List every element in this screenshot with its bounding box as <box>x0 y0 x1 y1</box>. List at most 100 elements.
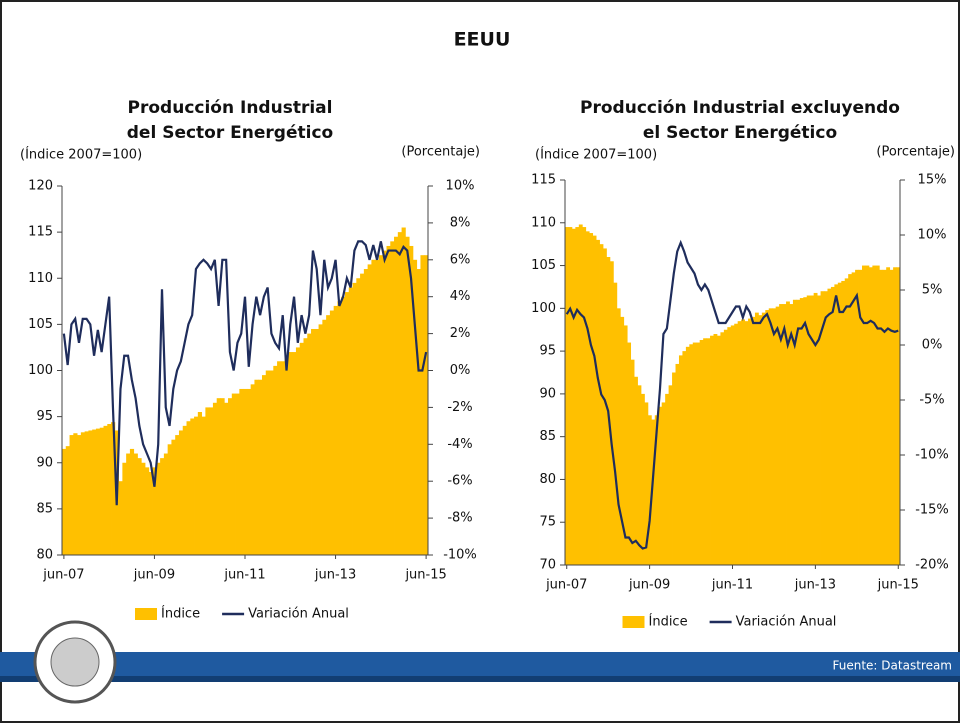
bar <box>273 365 278 555</box>
bar <box>265 370 270 555</box>
bar <box>678 355 683 565</box>
bar <box>672 372 676 565</box>
y2-axis-label: (Porcentaje) <box>876 145 955 160</box>
bar <box>851 272 856 565</box>
line <box>62 240 428 506</box>
y-tick-label: 75 <box>539 515 556 530</box>
y2-tick-label: 10% <box>446 179 475 194</box>
bar <box>292 352 297 555</box>
bar <box>277 361 282 555</box>
bar <box>182 425 187 555</box>
bar <box>209 407 214 555</box>
y-tick-label: 95 <box>539 344 556 359</box>
y-axis-label: (Índice 2007=100) <box>535 147 657 163</box>
bar <box>201 416 206 555</box>
y-tick-label: 100 <box>531 301 556 316</box>
bar <box>261 375 267 555</box>
logo-inner <box>50 637 100 687</box>
bar <box>77 435 82 555</box>
y2-tick-label: -10% <box>915 448 949 463</box>
bar <box>171 439 176 555</box>
chart-title: el Sector Energético <box>643 123 837 143</box>
bar <box>710 335 714 565</box>
bar <box>592 235 597 565</box>
bar <box>333 305 338 555</box>
x-tick-label: jun-13 <box>314 568 356 583</box>
bar <box>737 321 742 565</box>
x-tick-label: jun-15 <box>877 578 919 593</box>
bar <box>761 312 766 565</box>
bar <box>868 267 873 565</box>
bar <box>243 388 248 555</box>
y-tick-label: 90 <box>539 386 556 401</box>
bar <box>796 299 801 565</box>
x-tick-label: jun-11 <box>223 568 265 583</box>
x-tick-label: jun-07 <box>42 568 84 583</box>
bar <box>269 370 274 555</box>
bar <box>314 328 319 555</box>
bar <box>658 406 663 565</box>
bar <box>765 310 770 565</box>
bar <box>616 308 621 565</box>
bar <box>786 301 790 565</box>
bar <box>178 430 184 555</box>
bar <box>872 265 877 565</box>
y-tick-label: 85 <box>539 429 556 444</box>
bar <box>303 338 308 555</box>
y-tick-label: 80 <box>36 548 53 563</box>
footer-shadow <box>0 676 960 682</box>
y2-tick-label: 8% <box>450 215 471 230</box>
line <box>565 239 899 550</box>
bar <box>420 255 425 555</box>
bar <box>751 316 756 565</box>
bar <box>699 339 704 565</box>
bar <box>844 278 849 565</box>
bar <box>360 273 365 555</box>
y2-tick-label: 10% <box>918 228 947 243</box>
bar <box>107 424 112 555</box>
bar <box>216 398 221 555</box>
bar <box>318 324 323 555</box>
bar <box>589 233 594 566</box>
bar <box>654 415 659 565</box>
bar <box>824 291 828 565</box>
bar <box>129 448 135 555</box>
bar <box>582 227 587 566</box>
bar <box>841 280 846 565</box>
bar <box>720 332 725 565</box>
y-tick-label: 95 <box>36 409 53 424</box>
bar <box>882 269 887 565</box>
bar <box>212 402 218 555</box>
y2-tick-label: 6% <box>450 252 471 267</box>
bar <box>375 259 380 555</box>
bar <box>167 444 172 555</box>
y2-tick-label: -5% <box>919 393 944 408</box>
bar <box>772 308 777 565</box>
bar <box>288 352 293 555</box>
bar <box>799 298 804 565</box>
y-tick-label: 110 <box>28 271 53 286</box>
bar <box>820 291 825 565</box>
x-tick-label: jun-15 <box>404 568 446 583</box>
y2-tick-label: -15% <box>915 503 949 518</box>
bar <box>571 228 576 565</box>
y-tick-label: 110 <box>531 215 556 230</box>
bar <box>754 312 759 565</box>
legend-label: Índice <box>161 606 200 622</box>
bar <box>706 338 711 565</box>
y-tick-label: 90 <box>36 455 53 470</box>
bar <box>235 393 240 555</box>
bar <box>685 346 690 565</box>
bar <box>585 231 590 566</box>
bar <box>596 239 600 565</box>
chart-title: Producción Industrial <box>128 98 333 118</box>
y2-axis-label: (Porcentaje) <box>401 145 480 160</box>
bar <box>194 416 199 555</box>
bar <box>341 296 346 555</box>
bar <box>65 446 70 555</box>
bar <box>322 319 327 555</box>
y-tick-label: 120 <box>28 179 53 194</box>
bar <box>397 232 402 555</box>
bar <box>775 306 780 565</box>
bar <box>390 241 395 555</box>
